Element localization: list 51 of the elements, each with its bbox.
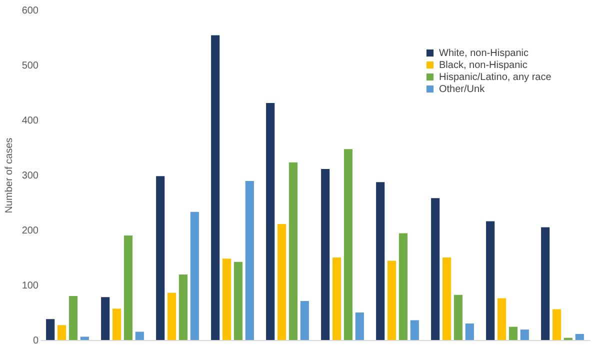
bar [190, 212, 199, 340]
bar [355, 312, 364, 340]
bar [167, 292, 176, 340]
bar [178, 274, 188, 340]
y-tick-label: 300 [22, 170, 39, 182]
y-tick-label: 200 [22, 226, 39, 236]
bar [442, 258, 452, 340]
legend-label: White, non-Hispanic [439, 48, 528, 59]
bar [135, 332, 144, 340]
bar [541, 227, 550, 340]
bar [465, 324, 474, 340]
bar [266, 102, 275, 340]
legend-label: Other/Unk [439, 84, 486, 95]
bar [211, 35, 220, 340]
bar [245, 181, 254, 340]
bar [156, 176, 165, 340]
bar [46, 319, 55, 340]
bar [387, 260, 396, 340]
bar [552, 309, 562, 340]
y-tick-label: 0 [32, 336, 39, 346]
legend-label: Hispanic/Latino, any race [439, 72, 552, 83]
bar [124, 236, 133, 340]
bar [68, 296, 78, 340]
y-tick-label: 100 [22, 280, 39, 292]
bar [376, 182, 385, 340]
bar [431, 198, 440, 340]
y-tick-label: 600 [22, 6, 39, 16]
bar [410, 320, 419, 340]
bar [486, 221, 495, 340]
bar [288, 162, 298, 340]
bar [575, 334, 584, 340]
bar [497, 298, 506, 340]
bar [321, 168, 330, 340]
bar [344, 149, 353, 340]
bar [520, 330, 529, 340]
bar [277, 224, 286, 340]
legend-label: Black, non-Hispanic [439, 60, 528, 71]
bar [398, 233, 408, 340]
bar [80, 336, 89, 340]
bar [300, 300, 309, 340]
bar [112, 308, 122, 340]
bar [508, 326, 518, 340]
y-tick-label: 500 [22, 60, 39, 72]
y-tick-label: 400 [22, 116, 39, 126]
bar [57, 325, 66, 340]
y-axis-title: Number of cases [4, 138, 15, 214]
bar [222, 258, 232, 340]
bar [332, 258, 342, 340]
bar [234, 262, 243, 340]
bar [101, 297, 110, 340]
bar [454, 294, 463, 340]
